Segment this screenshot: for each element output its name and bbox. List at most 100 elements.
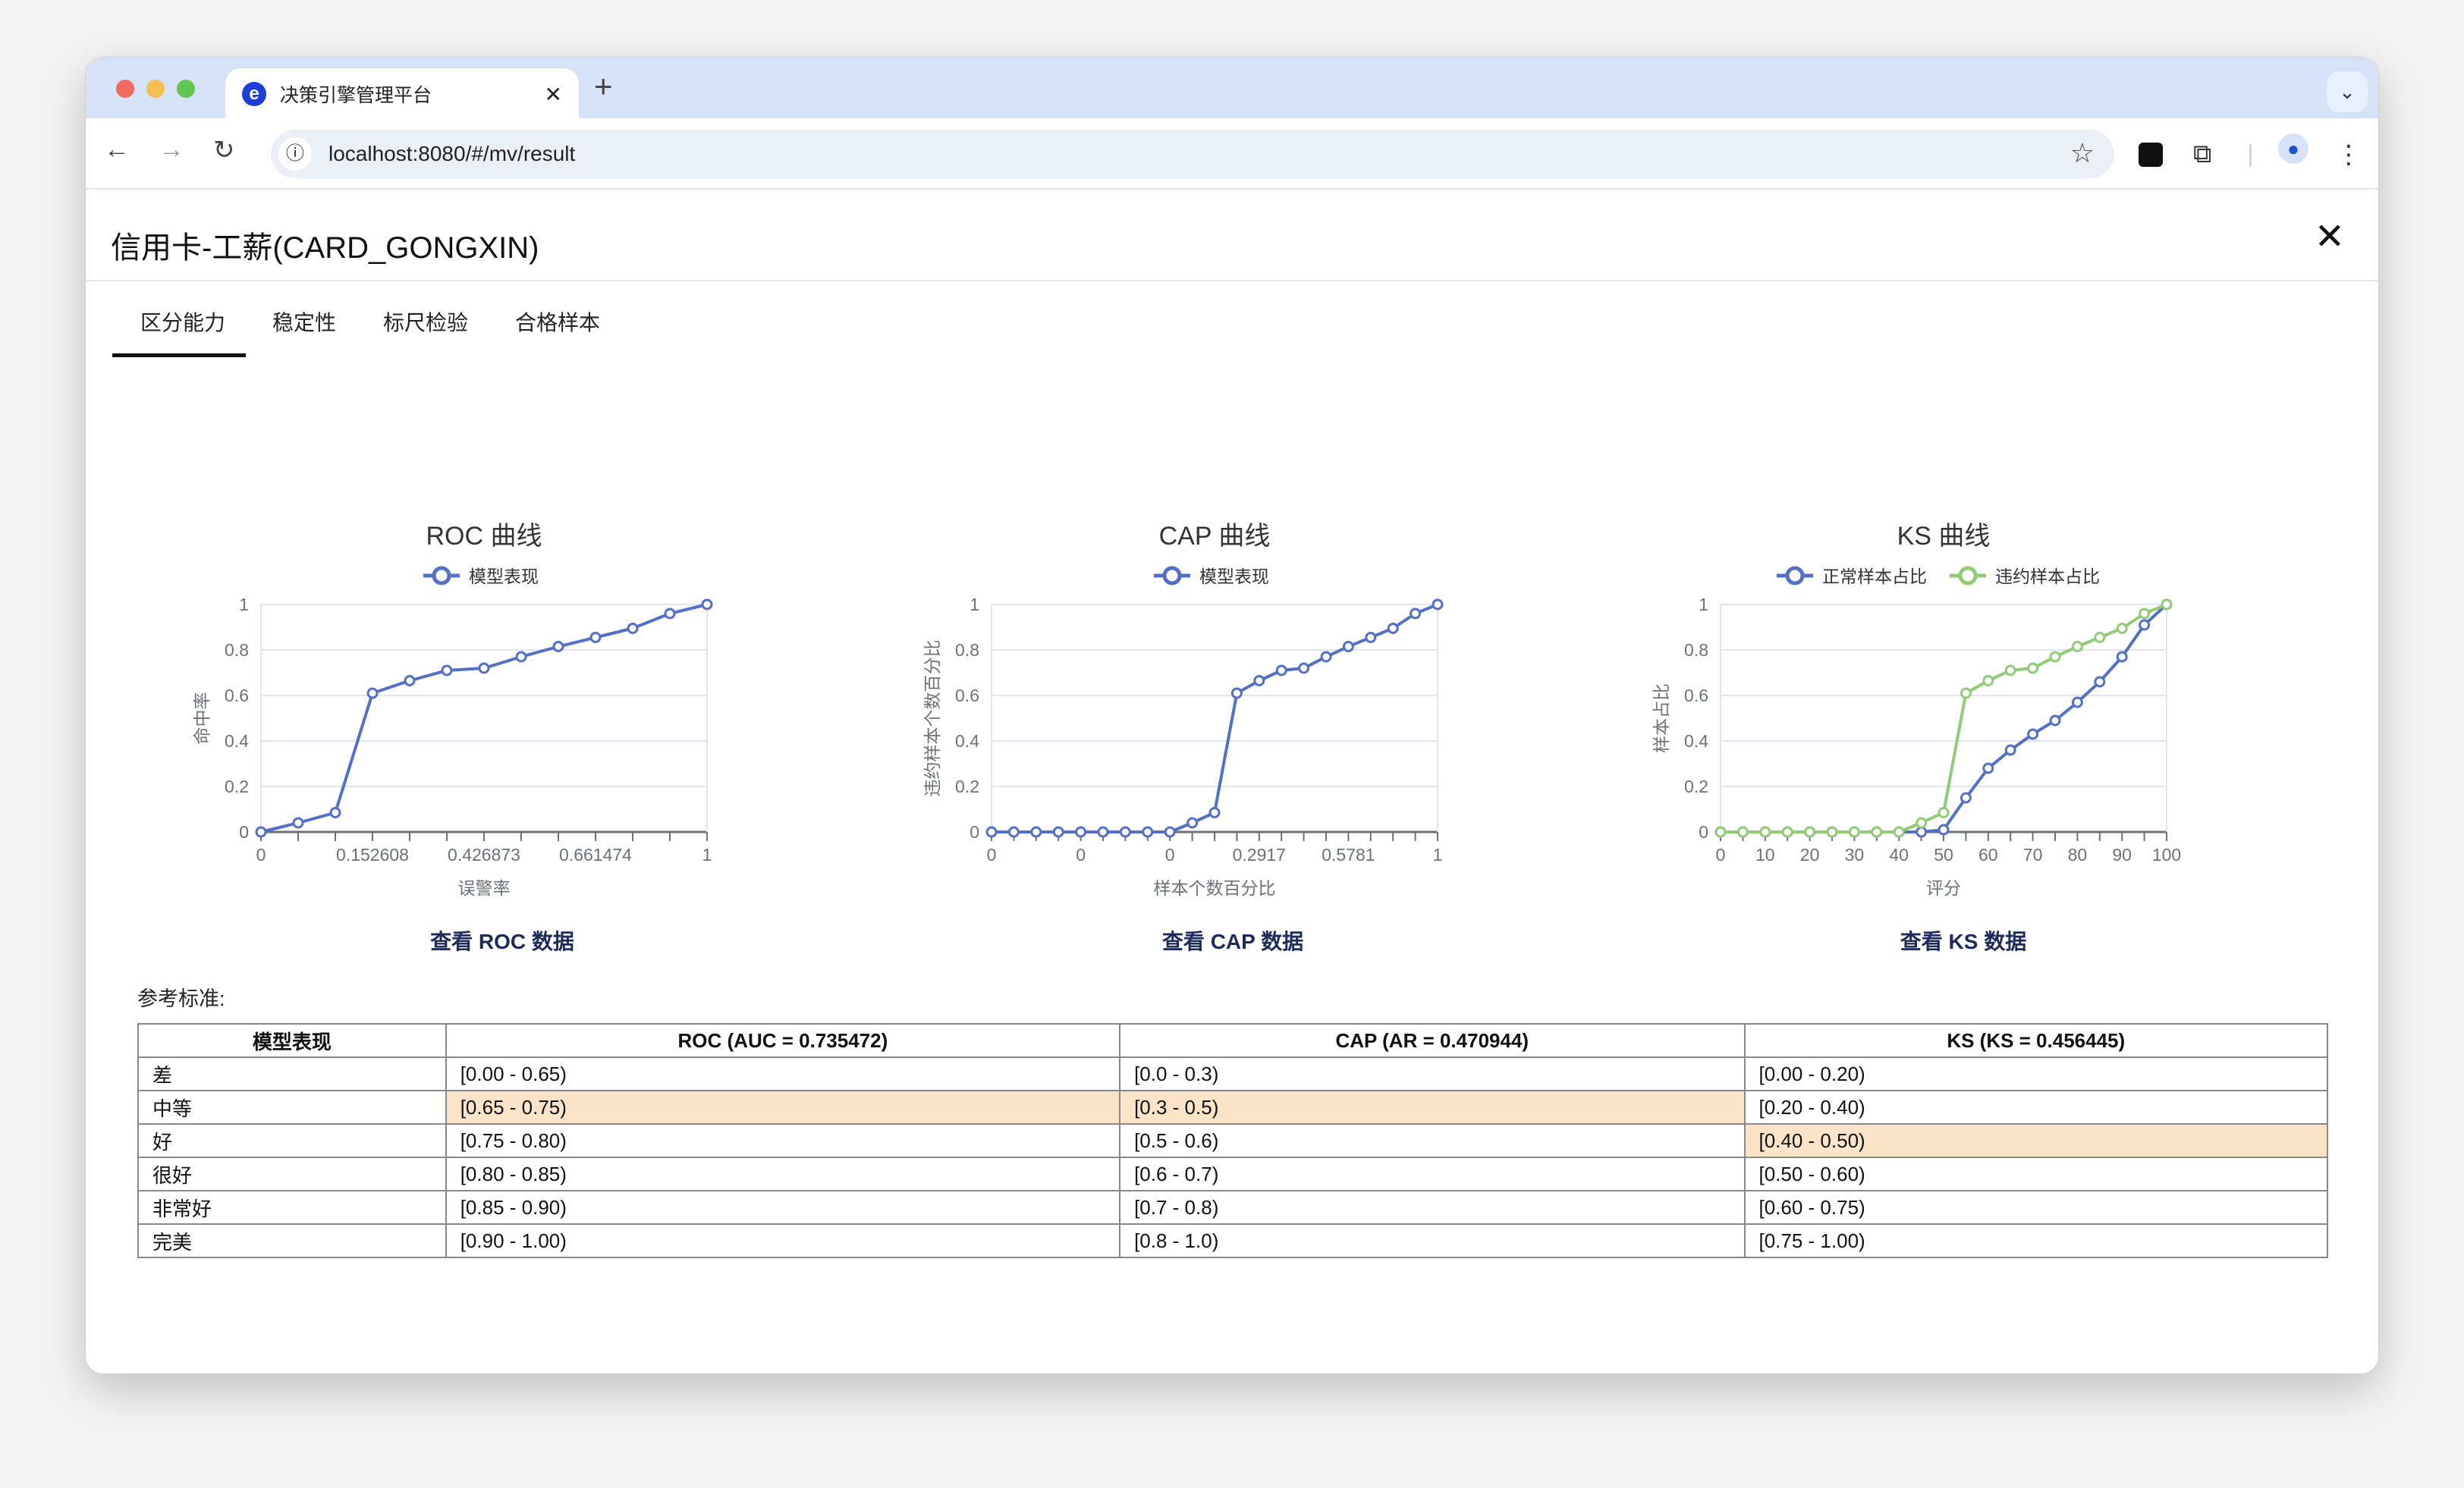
data-point	[552, 641, 564, 652]
data-point	[1342, 641, 1354, 652]
table-cell: [0.0 - 0.3)	[1119, 1056, 1746, 1091]
data-point	[1387, 623, 1399, 634]
chart-title: CAP 曲线	[1159, 522, 1271, 551]
legend-item: 违约样本占比	[1950, 566, 2100, 586]
y-axis-label: 命中率	[192, 692, 212, 745]
legend-item: 模型表现	[1154, 566, 1269, 586]
puzzle-icon[interactable]: ⧉	[2193, 140, 2212, 168]
x-tick-label: 0.426873	[448, 845, 520, 865]
header-ks: KS (KS = 0.456445)	[1743, 1023, 2328, 1058]
table-cell: [0.20 - 0.40)	[1743, 1090, 2328, 1125]
y-tick-label: 0.4	[1684, 731, 1708, 751]
table-cell: [0.00 - 0.65)	[445, 1056, 1121, 1091]
back-icon[interactable]: ←	[104, 135, 130, 164]
tab-discrimination[interactable]: 区分能力	[140, 311, 226, 334]
x-tick-label: 0	[1076, 845, 1086, 865]
close-window-button[interactable]	[116, 80, 134, 98]
data-point	[1365, 632, 1377, 643]
address-bar[interactable]: ⓘ localhost:8080/#/mv/result ☆	[271, 130, 2114, 178]
browser-tab[interactable]: e 决策引擎管理平台 ✕	[225, 68, 579, 120]
table-cell: [0.80 - 0.85)	[445, 1157, 1121, 1191]
data-point	[1804, 826, 1816, 838]
y-tick-label: 0.6	[955, 686, 979, 705]
y-tick-label: 0.8	[955, 640, 979, 660]
legend-label: 模型表现	[1199, 567, 1269, 586]
data-point	[1230, 687, 1243, 699]
table-row: 好 [0.75 - 0.80) [0.5 - 0.6) [0.40 - 0.50)	[137, 1123, 2328, 1158]
maximize-window-button[interactable]	[177, 80, 195, 98]
forward-icon[interactable]: →	[159, 135, 184, 164]
tab-scale-test[interactable]: 标尺检验	[383, 311, 469, 334]
data-point	[1164, 826, 1176, 838]
header-roc: ROC (AUC = 0.735472)	[445, 1023, 1121, 1058]
star-icon[interactable]: ☆	[2070, 137, 2095, 168]
tab-qualified-samples[interactable]: 合格样本	[515, 311, 601, 334]
x-tick-label: 60	[1978, 845, 1998, 865]
view-roc-data-link[interactable]: 查看 ROC 数据	[430, 930, 574, 953]
divider	[86, 280, 2378, 281]
new-tab-button[interactable]: +	[594, 68, 613, 104]
table-cell: [0.60 - 0.75)	[1743, 1190, 2328, 1225]
profile-icon[interactable]: ●	[2278, 133, 2308, 164]
x-tick-label: 90	[2112, 845, 2132, 865]
x-axis-label: 评分	[1926, 878, 1961, 898]
table-cell: [0.85 - 0.90)	[445, 1190, 1121, 1225]
close-tab-icon[interactable]: ✕	[544, 82, 562, 106]
x-tick-label: 1	[1433, 845, 1443, 865]
data-point	[1960, 687, 1972, 699]
y-tick-label: 0.4	[225, 731, 249, 751]
url-text[interactable]: localhost:8080/#/mv/result	[328, 142, 576, 165]
x-tick-label: 0.152608	[336, 845, 409, 865]
y-tick-label: 0.4	[955, 731, 979, 751]
x-tick-label: 0.2917	[1233, 845, 1286, 865]
legend-label: 模型表现	[469, 567, 539, 586]
browser-window: e 决策引擎管理平台 ✕ + ⌄ ← → ↻ ⓘ localhost:8080/…	[85, 57, 2379, 1374]
view-cap-data-link[interactable]: 查看 CAP 数据	[1161, 930, 1304, 953]
y-tick-label: 0	[970, 822, 979, 842]
x-tick-label: 20	[1800, 845, 1820, 865]
data-point	[404, 675, 416, 686]
data-point	[2071, 641, 2083, 652]
data-point	[2049, 714, 2061, 727]
info-icon[interactable]: ⓘ	[278, 137, 312, 171]
table-cell: 好	[137, 1123, 447, 1158]
extension-icon[interactable]	[2139, 143, 2163, 167]
data-point	[1410, 607, 1422, 620]
minimize-window-button[interactable]	[146, 80, 165, 98]
table-cell: [0.5 - 0.6)	[1119, 1123, 1746, 1158]
x-tick-label: 0	[1716, 845, 1726, 865]
y-tick-label: 1	[970, 595, 979, 614]
y-tick-label: 1	[1699, 595, 1708, 614]
page-title: 信用卡-工薪(CARD_GONGXIN)	[111, 231, 539, 265]
reload-icon[interactable]: ↻	[213, 136, 235, 165]
header-cap: CAP (AR = 0.470944)	[1119, 1023, 1746, 1058]
legend-item: 模型表现	[423, 566, 539, 586]
table-cell: [0.90 - 1.00)	[445, 1223, 1121, 1258]
table-row: 差 [0.00 - 0.65) [0.0 - 0.3) [0.00 - 0.20)	[137, 1056, 2328, 1091]
y-tick-label: 0.6	[1684, 686, 1708, 705]
header-performance: 模型表现	[137, 1023, 447, 1058]
data-point	[2004, 744, 2016, 756]
y-axis-label: 违约样本个数百分比	[922, 640, 942, 797]
data-point	[2161, 598, 2173, 611]
y-tick-label: 0.6	[225, 686, 249, 705]
data-point	[2094, 632, 2106, 643]
data-point	[2139, 607, 2151, 620]
data-point	[1759, 826, 1771, 838]
menu-icon[interactable]: ⋮	[2336, 140, 2362, 169]
table-cell: [0.00 - 0.20)	[1743, 1056, 2328, 1091]
x-tick-label: 0	[256, 845, 266, 865]
chevron-down-icon[interactable]: ⌄	[2327, 71, 2368, 112]
chart-title: ROC 曲线	[426, 522, 542, 551]
table-cell: 非常好	[137, 1190, 447, 1225]
legend-marker-icon	[1958, 566, 1978, 585]
data-point	[589, 632, 602, 643]
data-point	[366, 687, 379, 699]
data-point	[1938, 824, 1950, 836]
data-point	[478, 662, 490, 674]
data-point	[1826, 826, 1838, 838]
close-icon[interactable]: ✕	[2314, 217, 2345, 257]
data-point	[1097, 826, 1109, 838]
tab-stability[interactable]: 稳定性	[272, 311, 337, 334]
view-ks-data-link[interactable]: 查看 KS 数据	[1900, 930, 2027, 953]
